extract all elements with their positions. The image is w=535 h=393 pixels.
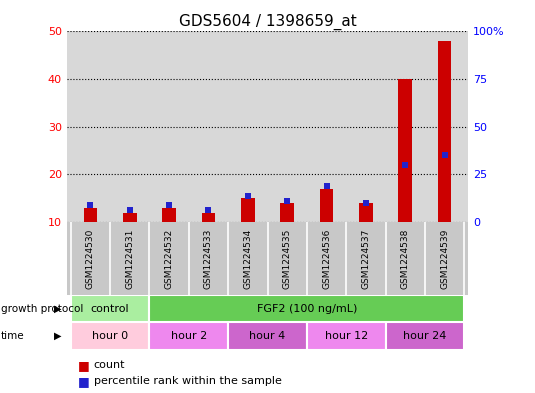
Bar: [319, 189, 333, 222]
Text: growth protocol: growth protocol: [1, 303, 83, 314]
Text: GSM1224535: GSM1224535: [282, 228, 292, 288]
Title: GDS5604 / 1398659_at: GDS5604 / 1398659_at: [179, 14, 356, 30]
Text: hour 12: hour 12: [325, 331, 368, 341]
Text: GSM1224537: GSM1224537: [361, 228, 370, 288]
Text: FGF2 (100 ng/mL): FGF2 (100 ng/mL): [257, 303, 357, 314]
Bar: [202, 213, 216, 222]
Text: GSM1224536: GSM1224536: [322, 228, 331, 288]
Text: count: count: [94, 360, 125, 371]
Bar: [149, 322, 228, 350]
Text: hour 0: hour 0: [92, 331, 128, 341]
Text: ▶: ▶: [54, 331, 61, 341]
Bar: [149, 295, 464, 322]
Bar: [241, 198, 255, 222]
Bar: [71, 295, 149, 322]
Bar: [162, 208, 176, 222]
Text: GSM1224531: GSM1224531: [125, 228, 134, 288]
Bar: [438, 41, 452, 222]
Text: GSM1224532: GSM1224532: [165, 228, 174, 288]
Bar: [280, 203, 294, 222]
Text: hour 2: hour 2: [171, 331, 207, 341]
Text: GSM1224539: GSM1224539: [440, 228, 449, 288]
Bar: [83, 208, 97, 222]
Text: ■: ■: [78, 359, 89, 372]
Text: GSM1224530: GSM1224530: [86, 228, 95, 288]
Text: ▶: ▶: [54, 303, 61, 314]
Text: hour 4: hour 4: [249, 331, 286, 341]
Text: hour 24: hour 24: [403, 331, 447, 341]
Bar: [307, 322, 386, 350]
Text: GSM1224538: GSM1224538: [401, 228, 410, 288]
Text: percentile rank within the sample: percentile rank within the sample: [94, 376, 281, 386]
Bar: [228, 322, 307, 350]
Text: GSM1224533: GSM1224533: [204, 228, 213, 288]
Bar: [123, 213, 137, 222]
Text: time: time: [1, 331, 25, 341]
Bar: [359, 203, 373, 222]
Bar: [71, 322, 149, 350]
Bar: [386, 322, 464, 350]
Text: control: control: [91, 303, 129, 314]
Text: ■: ■: [78, 375, 89, 388]
Bar: [398, 79, 412, 222]
Text: GSM1224534: GSM1224534: [243, 228, 253, 288]
